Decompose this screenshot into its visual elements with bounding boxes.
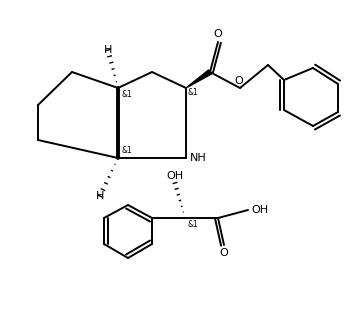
Text: OH: OH <box>251 205 268 215</box>
Text: H: H <box>96 191 104 201</box>
Text: H: H <box>104 45 112 55</box>
Text: O: O <box>220 248 228 258</box>
Text: &1: &1 <box>188 88 199 97</box>
Text: NH: NH <box>190 153 207 163</box>
Text: O: O <box>235 76 244 86</box>
Polygon shape <box>186 70 211 88</box>
Text: &1: &1 <box>187 220 198 229</box>
Text: &1: &1 <box>122 90 133 99</box>
Text: OH: OH <box>166 171 184 181</box>
Text: &1: &1 <box>122 146 133 155</box>
Text: O: O <box>214 29 222 39</box>
